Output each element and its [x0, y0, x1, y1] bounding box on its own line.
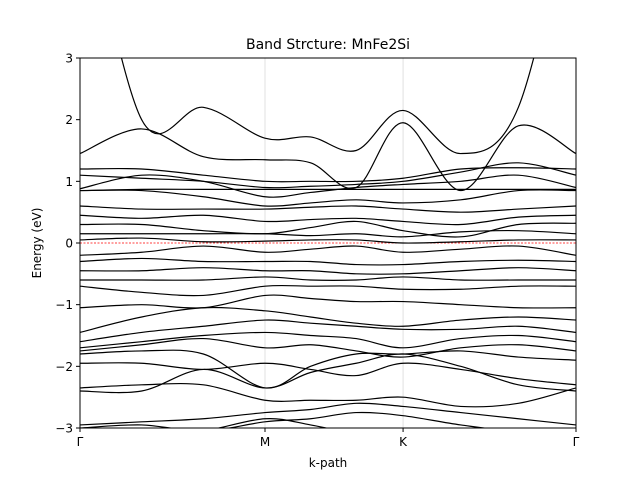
chart-title: Band Strcture: MnFe2Si [246, 37, 410, 53]
band-line-22 [80, 189, 576, 207]
band-line-13 [80, 276, 576, 281]
band-line-1 [80, 411, 576, 428]
band-line-10 [80, 306, 576, 334]
y-axis-label: Energy (eV) [30, 208, 44, 279]
band-line-17 [80, 237, 576, 244]
x-tick-label: Γ [573, 435, 580, 449]
y-tick-label: 1 [65, 175, 73, 189]
x-tick-label: K [399, 435, 408, 449]
y-tick-label: −2 [55, 360, 73, 374]
band-line-24 [80, 174, 576, 198]
band-line-27 [80, 122, 576, 192]
x-tick-label: M [260, 435, 270, 449]
x-tick-label: Γ [77, 435, 84, 449]
band-line-2 [80, 402, 576, 426]
band-line-26 [80, 167, 576, 183]
band-line-6 [80, 349, 576, 389]
band-line-9 [80, 319, 576, 343]
y-tick-label: 0 [65, 237, 73, 251]
band-line-28 [120, 58, 535, 155]
band-line-14 [80, 267, 576, 275]
band-line-11 [80, 294, 576, 309]
band-line-4 [80, 382, 576, 408]
x-axis-label: k-path [309, 456, 348, 470]
band-line-8 [80, 331, 576, 349]
band-line-3 [80, 353, 576, 394]
y-tick-label: 2 [65, 113, 73, 127]
band-line-25 [80, 162, 576, 189]
band-line-7 [80, 337, 576, 358]
band-line-16 [80, 245, 576, 256]
band-line-12 [80, 284, 576, 297]
y-tick-label: 3 [65, 52, 73, 66]
band-line-5 [80, 362, 576, 386]
y-axis-ticks: −3 −2 −1 0 1 2 3 [55, 52, 80, 436]
band-lines [80, 58, 576, 428]
y-tick-label: −1 [55, 298, 73, 312]
y-tick-label: −3 [55, 422, 73, 436]
band-line-19 [80, 220, 576, 238]
band-line-15 [80, 257, 576, 266]
band-line-20 [80, 214, 576, 226]
band-line-21 [80, 205, 576, 213]
